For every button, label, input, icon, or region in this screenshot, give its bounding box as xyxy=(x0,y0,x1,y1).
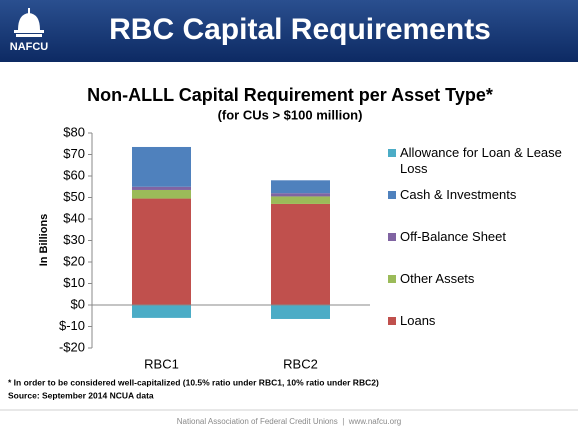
bar-segment xyxy=(271,193,330,197)
legend-label: Off-Balance Sheet xyxy=(400,229,506,244)
y-tick-label: $20 xyxy=(63,253,85,268)
bar-segment xyxy=(132,186,191,190)
bar-segment xyxy=(271,305,330,319)
legend-swatch xyxy=(388,191,396,199)
legend-swatch xyxy=(388,149,396,157)
legend-label-box: Cash & Investments xyxy=(400,187,517,202)
legend-label-box: Loans xyxy=(400,313,436,328)
legend-label: Allowance for Loan & Lease Loss xyxy=(400,145,562,176)
y-tick-label: $-10 xyxy=(59,318,85,333)
bar-segment xyxy=(132,198,191,305)
chart-subtitle: (for CUs > $100 million) xyxy=(218,107,363,122)
y-tick-label: $30 xyxy=(63,232,85,247)
y-tick-label: $40 xyxy=(63,210,85,225)
legend-swatch xyxy=(388,317,396,325)
source-note: Source: September 2014 NCUA data xyxy=(8,390,154,400)
legend-label: Other Assets xyxy=(400,271,475,286)
logo-text: NAFCU xyxy=(10,41,49,53)
legend-label-box: Other Assets xyxy=(400,271,475,286)
y-tick-label: $50 xyxy=(63,189,85,204)
legend-swatch xyxy=(388,275,396,283)
y-tick-label: -$20 xyxy=(59,339,85,354)
x-tick-label: RBC1 xyxy=(144,356,179,371)
slide-title: RBC Capital Requirements xyxy=(109,13,491,46)
legend-label: Loans xyxy=(400,313,436,328)
chart-title: Non-ALLL Capital Requirement per Asset T… xyxy=(87,85,493,105)
y-tick-label: $80 xyxy=(63,124,85,139)
legend-label-box: Allowance for Loan & Lease Loss xyxy=(400,145,562,176)
y-tick-label: $60 xyxy=(63,167,85,182)
legend-label-box: Off-Balance Sheet xyxy=(400,229,506,244)
y-axis-label: In Billions xyxy=(38,214,50,267)
bar-segment xyxy=(132,305,191,318)
legend-swatch xyxy=(388,233,396,241)
legend-label: Cash & Investments xyxy=(400,187,517,202)
y-tick-label: $10 xyxy=(63,275,85,290)
bar-segment xyxy=(132,146,191,187)
logo-icon xyxy=(14,8,44,37)
x-tick-label: RBC2 xyxy=(283,356,318,371)
y-tick-label: $70 xyxy=(63,146,85,161)
y-tick-label: $0 xyxy=(71,296,85,311)
bar-segment xyxy=(271,180,330,194)
footer: National Association of Federal Credit U… xyxy=(177,417,401,426)
bar-segment xyxy=(271,196,330,204)
bar-segment xyxy=(271,203,330,305)
footnote: * In order to be considered well-capital… xyxy=(8,377,379,387)
header-band xyxy=(0,0,578,62)
bar-segment xyxy=(132,189,191,199)
